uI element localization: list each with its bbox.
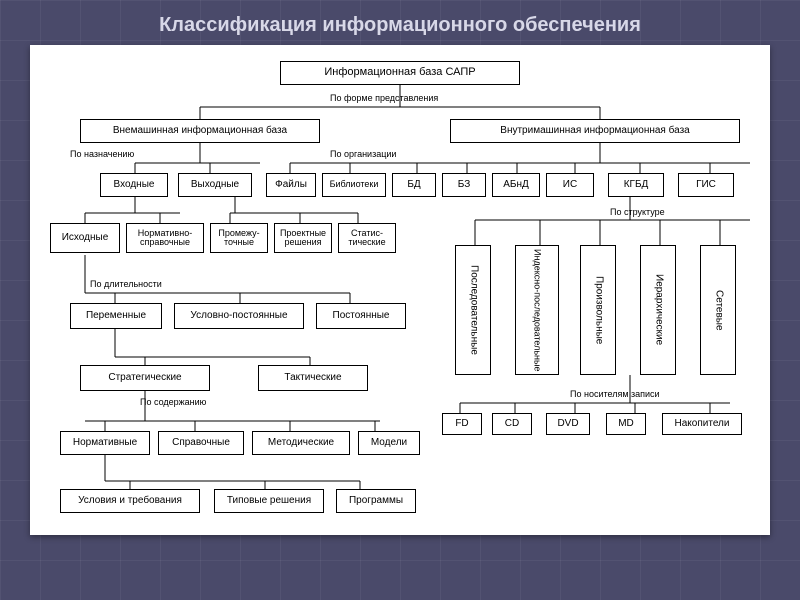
node-libraries: Библиотеки bbox=[322, 173, 386, 197]
node-tactical: Тактические bbox=[258, 365, 368, 391]
node-dvd: DVD bbox=[546, 413, 590, 435]
node-bz: БЗ bbox=[442, 173, 486, 197]
label-structure: По структуре bbox=[610, 207, 665, 217]
node-md: MD bbox=[606, 413, 646, 435]
label-org: По организации bbox=[330, 149, 396, 159]
node-typical-decisions: Типовые решения bbox=[214, 489, 324, 513]
node-c-reference: Справочные bbox=[158, 431, 244, 455]
node-c-methodical: Методические bbox=[252, 431, 350, 455]
page-title: Классификация информационного обеспечени… bbox=[0, 0, 800, 45]
node-output: Выходные bbox=[178, 173, 252, 197]
label-form: По форме представления bbox=[330, 93, 438, 103]
node-fd: FD bbox=[442, 413, 482, 435]
node-strategic: Стратегические bbox=[80, 365, 210, 391]
diagram-canvas: Информационная база САПР По форме предст… bbox=[30, 45, 770, 535]
label-media: По носителям записи bbox=[570, 389, 660, 399]
node-c-normative: Нормативные bbox=[60, 431, 150, 455]
label-duration: По длительности bbox=[90, 279, 162, 289]
node-variables: Переменные bbox=[70, 303, 162, 329]
node-network: Сетевые bbox=[700, 245, 736, 375]
node-programs: Программы bbox=[336, 489, 416, 513]
node-project-decisions: Проектные решения bbox=[274, 223, 332, 253]
node-intermediate: Промежу-точные bbox=[210, 223, 268, 253]
node-sequential: Последовательные bbox=[455, 245, 491, 375]
node-hierarchical: Иерархические bbox=[640, 245, 676, 375]
label-purpose: По назначению bbox=[70, 149, 134, 159]
node-cond-const: Условно-постоянные bbox=[174, 303, 304, 329]
node-input: Входные bbox=[100, 173, 168, 197]
node-arbitrary: Произвольные bbox=[580, 245, 616, 375]
node-external-base: Внемашинная информационная база bbox=[80, 119, 320, 143]
node-const: Постоянные bbox=[316, 303, 406, 329]
node-is: ИС bbox=[546, 173, 594, 197]
node-files: Файлы bbox=[266, 173, 316, 197]
node-accumulators: Накопители bbox=[662, 413, 742, 435]
node-cd: CD bbox=[492, 413, 532, 435]
node-gis: ГИС bbox=[678, 173, 734, 197]
node-internal-base: Внутримашинная информационная база bbox=[450, 119, 740, 143]
node-c-models: Модели bbox=[358, 431, 420, 455]
node-statistical: Статис-тические bbox=[338, 223, 396, 253]
label-content: По содержанию bbox=[140, 397, 206, 407]
node-abnd: АБнД bbox=[492, 173, 540, 197]
node-index-sequential: Индексно-последовательные bbox=[515, 245, 559, 375]
node-conditions-requirements: Условия и требования bbox=[60, 489, 200, 513]
node-normative-ref: Нормативно-справочные bbox=[126, 223, 204, 253]
node-bd: БД bbox=[392, 173, 436, 197]
node-root: Информационная база САПР bbox=[280, 61, 520, 85]
node-source: Исходные bbox=[50, 223, 120, 253]
node-kgbd: КГБД bbox=[608, 173, 664, 197]
